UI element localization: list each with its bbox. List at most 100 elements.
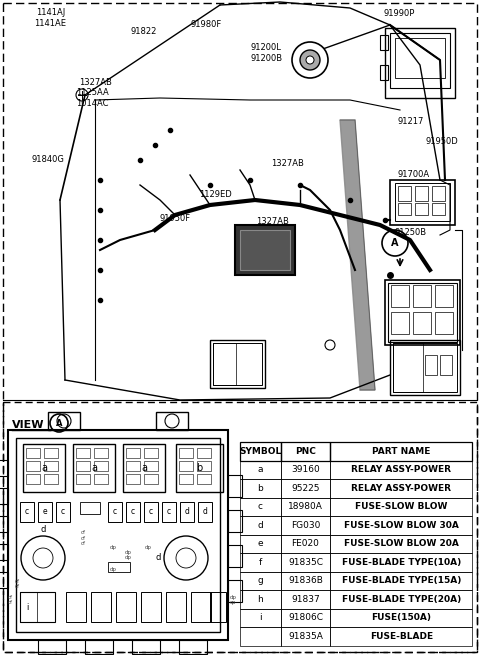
Bar xyxy=(156,412,188,430)
Bar xyxy=(395,183,450,221)
Bar xyxy=(16,438,220,632)
Text: c: c xyxy=(167,508,171,517)
Bar xyxy=(398,203,411,215)
Bar xyxy=(330,590,472,608)
Text: 91950F: 91950F xyxy=(160,214,191,223)
Bar xyxy=(281,479,330,498)
Text: c: c xyxy=(149,508,153,517)
Text: 95225: 95225 xyxy=(291,484,320,493)
Bar xyxy=(141,592,161,622)
Text: d: d xyxy=(156,553,161,563)
Bar xyxy=(132,640,160,654)
Bar xyxy=(330,460,472,479)
Bar xyxy=(166,592,186,622)
Polygon shape xyxy=(340,120,375,390)
Bar xyxy=(240,516,281,534)
Text: FG030: FG030 xyxy=(291,521,320,530)
Bar xyxy=(390,180,455,225)
Bar xyxy=(179,461,193,471)
Text: 91990P: 91990P xyxy=(384,9,415,18)
Bar xyxy=(126,448,140,458)
Text: 91217: 91217 xyxy=(397,117,423,126)
Text: dp: dp xyxy=(109,546,117,550)
Bar xyxy=(198,502,212,522)
Text: FE020: FE020 xyxy=(292,539,320,548)
Bar xyxy=(391,312,409,334)
Bar xyxy=(398,186,411,201)
Bar xyxy=(432,186,445,201)
Bar xyxy=(413,312,431,334)
Bar xyxy=(144,461,158,471)
Bar xyxy=(44,461,58,471)
Bar xyxy=(395,38,445,78)
Bar xyxy=(80,502,100,514)
Bar xyxy=(44,474,58,484)
Bar xyxy=(385,280,460,345)
Text: PART NAME: PART NAME xyxy=(372,447,431,456)
Bar xyxy=(0,460,8,476)
Text: 1129ED: 1129ED xyxy=(199,190,231,199)
Text: cf
cf
cf: cf cf cf xyxy=(81,530,85,546)
Bar xyxy=(440,355,452,375)
Bar xyxy=(162,502,176,522)
Bar xyxy=(240,498,281,516)
Bar xyxy=(240,572,281,590)
Bar xyxy=(38,502,52,522)
Bar xyxy=(3,402,477,652)
Bar xyxy=(94,448,108,458)
Bar xyxy=(26,474,40,484)
Text: f: f xyxy=(259,558,262,567)
Text: i: i xyxy=(26,603,28,612)
Bar xyxy=(228,510,242,532)
Bar xyxy=(73,444,115,492)
Bar xyxy=(116,592,136,622)
Bar xyxy=(380,65,388,80)
Text: a: a xyxy=(258,465,263,474)
Text: dp: dp xyxy=(144,546,152,550)
Bar xyxy=(123,444,165,492)
Bar xyxy=(240,460,281,479)
Bar xyxy=(126,461,140,471)
Text: PNC: PNC xyxy=(295,447,316,456)
Text: 91200L
91200B: 91200L 91200B xyxy=(251,43,282,63)
Text: a: a xyxy=(141,463,147,473)
Bar xyxy=(0,488,8,504)
Bar xyxy=(76,448,90,458)
Text: 39160: 39160 xyxy=(291,465,320,474)
Bar xyxy=(144,448,158,458)
Text: b: b xyxy=(257,484,263,493)
Bar xyxy=(126,474,140,484)
Text: 91835C: 91835C xyxy=(288,558,323,567)
Text: 1327AB: 1327AB xyxy=(80,78,112,86)
Bar xyxy=(281,460,330,479)
Bar xyxy=(281,534,330,553)
Text: 18980A: 18980A xyxy=(288,502,323,512)
Text: VIEW: VIEW xyxy=(12,420,45,430)
Text: c: c xyxy=(258,502,263,512)
Bar xyxy=(240,442,281,460)
Text: 91835A: 91835A xyxy=(288,632,323,641)
Bar xyxy=(380,35,388,50)
Text: 91980F: 91980F xyxy=(191,20,222,29)
Bar xyxy=(228,545,242,567)
Bar xyxy=(281,572,330,590)
Bar xyxy=(240,230,290,270)
Text: c: c xyxy=(25,508,29,517)
Bar xyxy=(176,444,223,492)
Bar xyxy=(330,442,472,460)
Text: A: A xyxy=(391,238,399,248)
Bar xyxy=(197,448,211,458)
Bar xyxy=(191,592,211,622)
Bar xyxy=(281,516,330,534)
Bar xyxy=(108,562,130,572)
Text: c: c xyxy=(61,508,65,517)
Bar xyxy=(179,448,193,458)
Circle shape xyxy=(292,42,328,78)
Bar xyxy=(240,479,281,498)
Text: g: g xyxy=(257,576,263,586)
Bar xyxy=(432,203,445,215)
Bar xyxy=(179,474,193,484)
Text: d: d xyxy=(257,521,263,530)
Bar xyxy=(385,28,455,98)
Bar xyxy=(393,343,457,392)
